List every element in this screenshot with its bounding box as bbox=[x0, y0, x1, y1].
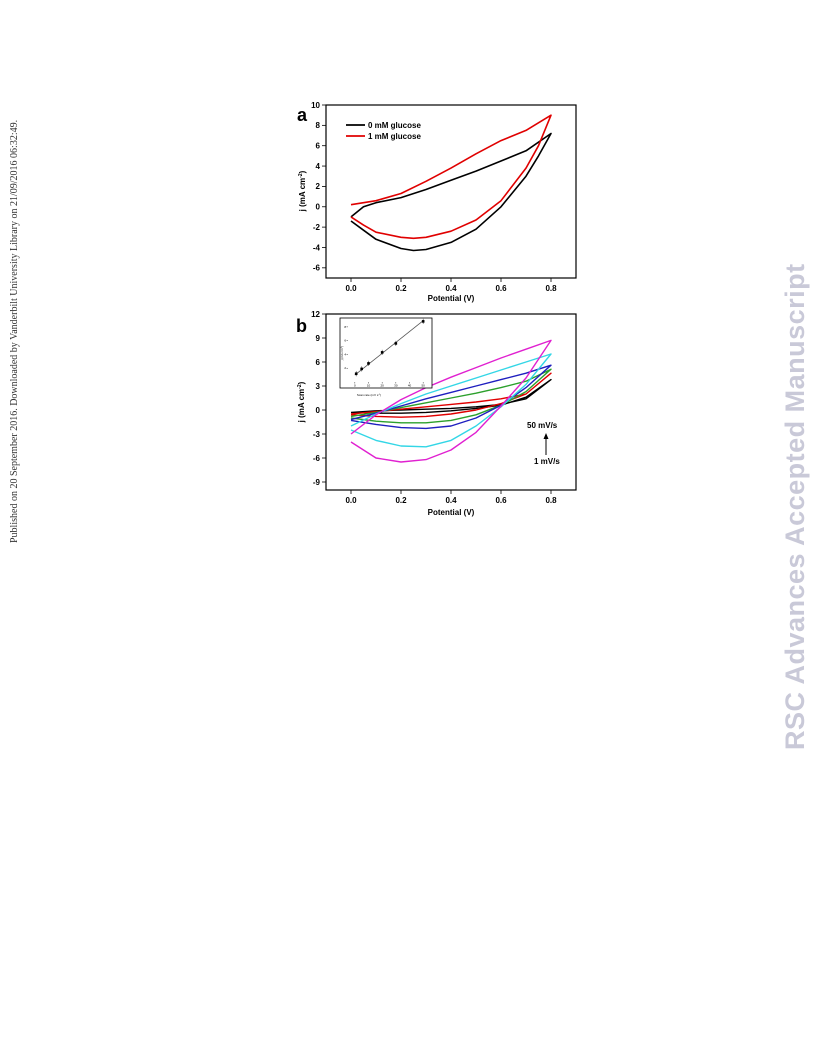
scan-rate-arrowhead bbox=[543, 433, 549, 439]
panel-a-ytick-label: 0 bbox=[316, 203, 321, 212]
panel-b-series-line-5 bbox=[350, 339, 552, 463]
panel-b-letter: b bbox=[296, 316, 307, 336]
legend-label-0mM: 0 mM glucose bbox=[368, 121, 421, 130]
panel-a-ytick-label: 6 bbox=[316, 142, 321, 151]
panel-b-ylabel-sup: -2 bbox=[297, 384, 303, 389]
inset-ylabel-end: ) bbox=[340, 346, 344, 347]
inset-ytick-label: 4 bbox=[344, 352, 346, 356]
panel-b-ylabel-end: ) bbox=[297, 381, 306, 384]
panel-a-xtick-label: 0.4 bbox=[445, 284, 457, 293]
panel-a-ytick-label: 4 bbox=[316, 162, 321, 171]
inset-ytick-label: 8 bbox=[344, 325, 346, 329]
scan-rate-annotation-bottom: 1 mV/s bbox=[534, 457, 560, 466]
panel-a-xlabel: Potential (V) bbox=[428, 294, 475, 303]
inset-xtick-label: 30 bbox=[394, 384, 398, 388]
inset-xlabel-main: Scan rate (mV s bbox=[357, 393, 379, 397]
panel-b-inset-chart: 0 10 20 30 40 50 2 4 6 8 Scan rate (mV s-1) j (mA… bbox=[339, 317, 433, 397]
panel-a-ylabel-main: j (mA cm bbox=[298, 178, 307, 213]
panel-a-letter: a bbox=[297, 105, 308, 125]
panel-b-ytick-label: -3 bbox=[313, 430, 321, 439]
panel-b-series-line-1 bbox=[350, 372, 552, 418]
panel-a-ylabel-sup: -2 bbox=[298, 173, 304, 178]
panel-b-ytick-label: 12 bbox=[311, 310, 320, 319]
panel-a-xtick-label: 0.6 bbox=[495, 284, 507, 293]
inset-ylabel-sup: -2 bbox=[341, 346, 343, 349]
inset-xtick-label: 50 bbox=[421, 384, 425, 388]
panel-a-ylabel-end: ) bbox=[298, 170, 307, 173]
panel-b-ytick-label: 6 bbox=[316, 358, 321, 367]
inset-xtick-label: 10 bbox=[367, 384, 371, 388]
panel-b-ylabel: j (mA cm-2) bbox=[297, 381, 306, 423]
panel-b-xtick-label: 0.8 bbox=[545, 496, 557, 505]
panel-a-xtick-label: 0.8 bbox=[545, 284, 557, 293]
panel-a-ytick-label: 2 bbox=[316, 182, 321, 191]
panel-b-ylabel-main: j (mA cm bbox=[297, 389, 306, 424]
panel-b-series-line-3 bbox=[350, 364, 552, 430]
inset-xtick-label: 0 bbox=[354, 384, 356, 388]
inset-xlabel-sup: -1 bbox=[378, 394, 381, 396]
inset-xlabel-end: ) bbox=[380, 393, 381, 397]
panel-a-frame bbox=[325, 104, 577, 279]
inset-ytick-label: 2 bbox=[344, 366, 346, 370]
panel-a-ytick-label: -4 bbox=[313, 243, 321, 252]
panel-a-chart: a 0.0 0.2 0.4 0.6 0.8 10 8 6 4 2 0 -2 -4 -6 0 mM gluc… bbox=[297, 101, 577, 303]
inset-ylabel: j (mA cm-2) bbox=[340, 346, 344, 361]
panel-b-xlabel: Potential (V) bbox=[428, 508, 475, 517]
panel-b-ytick-label: 0 bbox=[316, 406, 321, 415]
panel-b-xtick-label: 0.2 bbox=[395, 496, 407, 505]
panel-b-ytick-label: -9 bbox=[313, 478, 321, 487]
legend-label-1mM: 1 mM glucose bbox=[368, 132, 421, 141]
panel-a-ytick-label: -2 bbox=[313, 223, 321, 232]
panel-a-series-line-1 bbox=[350, 114, 552, 240]
panel-b-xtick-label: 0.4 bbox=[445, 496, 457, 505]
panel-a-legend: 0 mM glucose 1 mM glucose bbox=[346, 121, 421, 141]
panel-b-series-line-0 bbox=[350, 378, 552, 414]
scan-rate-annotation-top: 50 mV/s bbox=[527, 421, 558, 430]
panel-b-series-line-2 bbox=[350, 368, 552, 424]
inset-ylabel-main: j (mA cm bbox=[340, 348, 344, 361]
panel-b-xtick-label: 0.0 bbox=[345, 496, 357, 505]
inset-xtick-label: 20 bbox=[380, 384, 384, 388]
inset-ytick-label: 6 bbox=[344, 339, 346, 343]
panel-a-ytick-label: 10 bbox=[311, 101, 320, 110]
inset-frame bbox=[339, 317, 433, 389]
panel-a-ytick-label: -6 bbox=[313, 264, 321, 273]
panel-b-ytick-label: 3 bbox=[316, 382, 321, 391]
panel-b-xtick-label: 0.6 bbox=[495, 496, 507, 505]
panel-b-ytick-label: 9 bbox=[316, 334, 321, 343]
panel-a-xtick-label: 0.2 bbox=[395, 284, 407, 293]
inset-xtick-label: 40 bbox=[408, 384, 412, 388]
panel-a-ytick-label: 8 bbox=[316, 121, 321, 130]
panel-b-ytick-label: -6 bbox=[313, 454, 321, 463]
inset-fit-line bbox=[354, 320, 424, 376]
panel-a-series-line-0 bbox=[350, 132, 552, 252]
panel-b-series-line-4 bbox=[350, 353, 552, 448]
inset-xlabel: Scan rate (mV s-1) bbox=[357, 393, 381, 397]
panel-a-ylabel: j (mA cm-2) bbox=[298, 170, 307, 212]
panel-a-xtick-label: 0.0 bbox=[345, 284, 357, 293]
